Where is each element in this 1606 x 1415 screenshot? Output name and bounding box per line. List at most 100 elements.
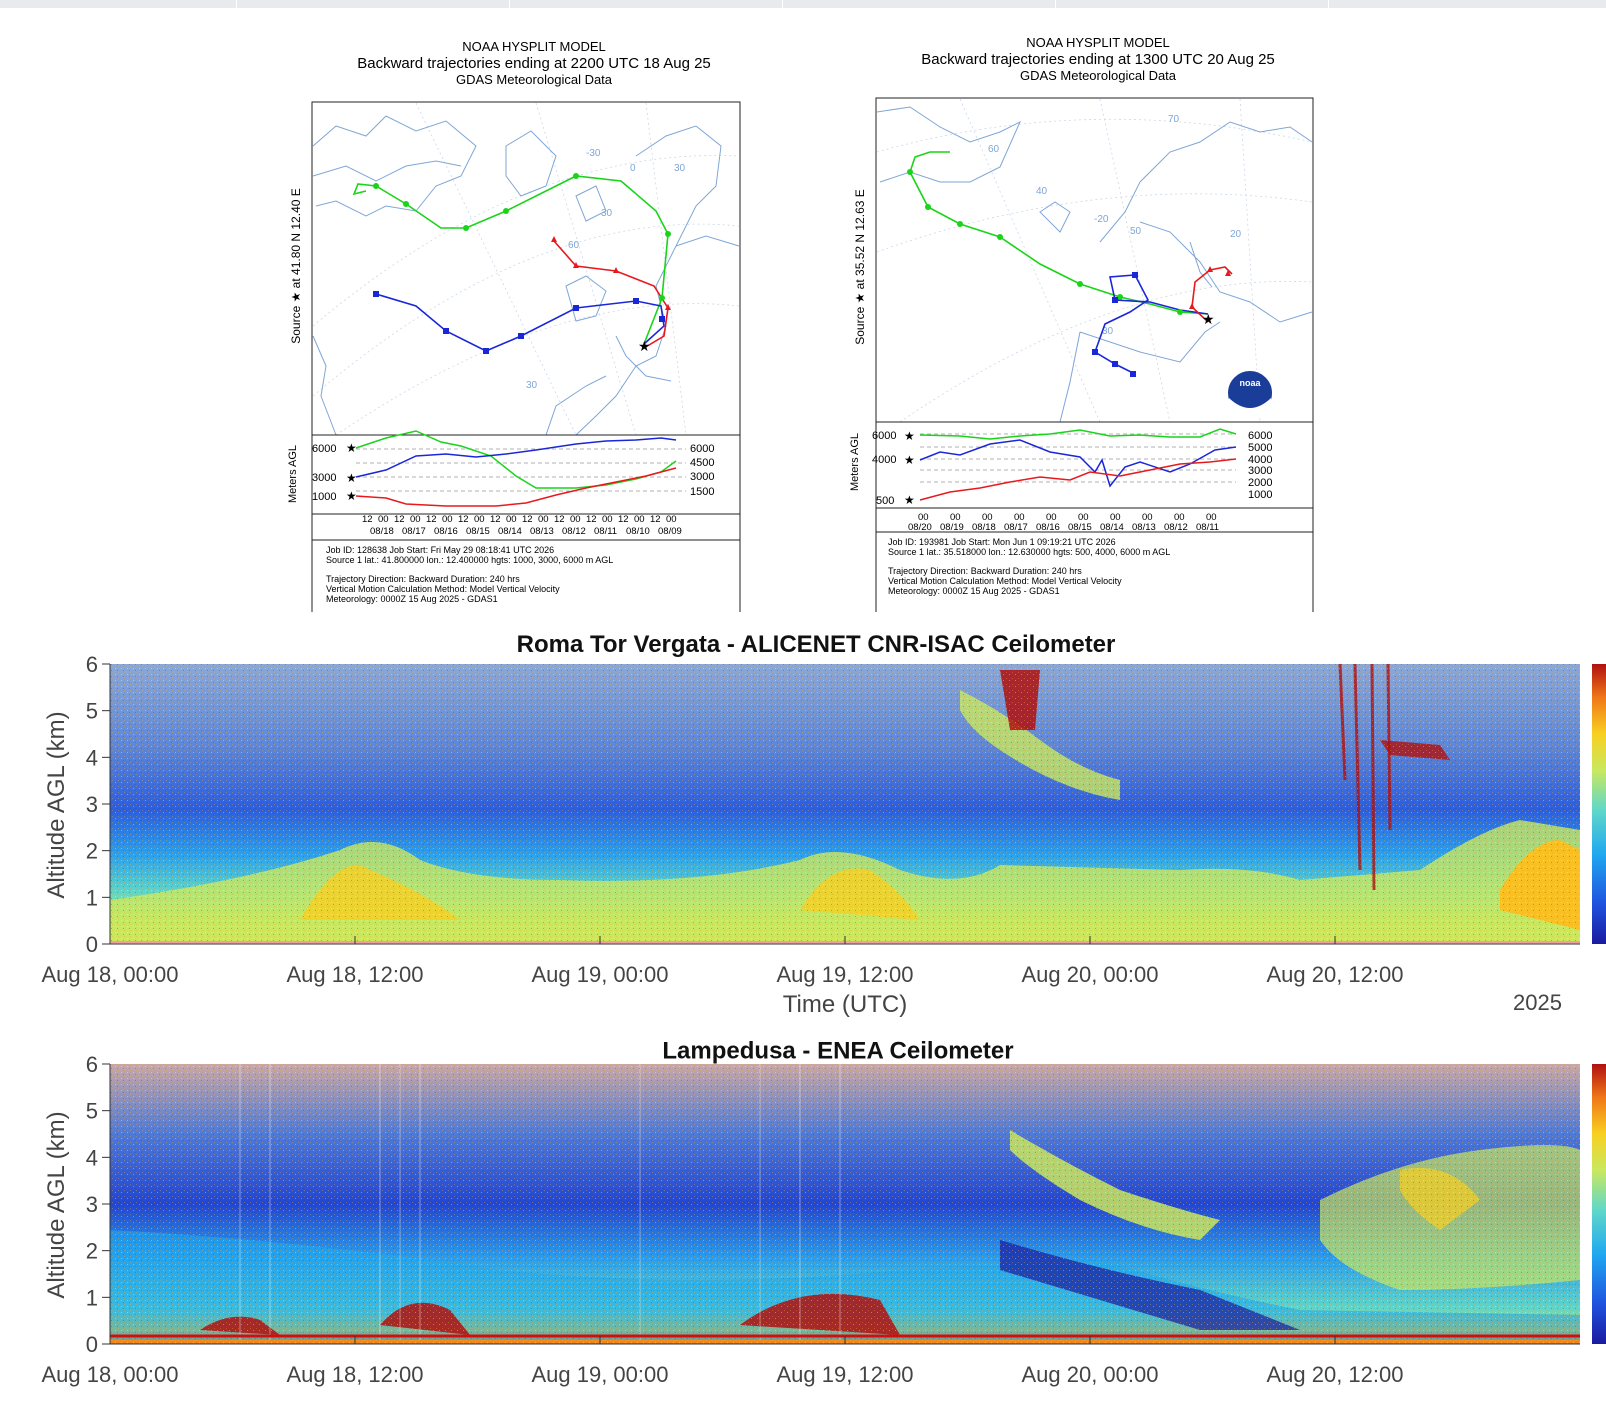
svg-text:08/19: 08/19 (940, 522, 964, 533)
svg-text:20: 20 (1230, 229, 1242, 240)
y-tick-label: 4 (86, 1145, 98, 1170)
svg-text:00: 00 (1110, 512, 1121, 523)
svg-text:30: 30 (1102, 326, 1114, 337)
svg-text:08/15: 08/15 (1068, 522, 1092, 533)
trajectory-6000m (352, 175, 669, 345)
svg-text:60: 60 (988, 144, 1000, 155)
svg-text:08/17: 08/17 (1004, 522, 1028, 533)
svg-text:12: 12 (362, 514, 373, 525)
tab-strip-segment[interactable] (237, 0, 510, 8)
svg-text:noaa: noaa (1239, 378, 1261, 388)
hysplit-side-label: Source ★ at 41.80 N 12.40 E (289, 188, 303, 344)
svg-text:00: 00 (982, 512, 993, 523)
x-tick-label: Aug 18, 12:00 (286, 1362, 423, 1387)
svg-text:30: 30 (526, 380, 538, 391)
hysplit-map: -30 0 30 30 60 30 ★ (312, 102, 740, 436)
svg-text:★: ★ (904, 453, 915, 467)
svg-text:00: 00 (378, 514, 389, 525)
svg-text:Vertical Motion Calculation Me: Vertical Motion Calculation Method: Mode… (326, 584, 560, 594)
svg-text:00: 00 (538, 514, 549, 525)
svg-text:-30: -30 (586, 148, 601, 159)
hysplit-title: Backward trajectories ending at 2200 UTC… (357, 55, 711, 72)
x-tick-label: Aug 19, 00:00 (531, 962, 668, 987)
tab-strip-segment[interactable] (1056, 0, 1329, 8)
y-tick-label: 3 (86, 792, 98, 817)
tab-strip-segment[interactable] (783, 0, 1056, 8)
svg-text:08/16: 08/16 (1036, 522, 1060, 533)
svg-text:4500: 4500 (690, 457, 714, 469)
svg-text:4000: 4000 (872, 454, 896, 466)
x-tick-label: Aug 18, 00:00 (41, 1362, 178, 1387)
trajectory-4000m (1094, 274, 1209, 375)
map-grid-labels: -30 0 30 30 60 30 (526, 148, 686, 391)
svg-text:12: 12 (650, 514, 661, 525)
x-tick-label: Aug 20, 00:00 (1021, 1362, 1158, 1387)
height-profile: Meters AGL 6000 3000 1000 6000 4500 3000… (287, 430, 714, 537)
svg-text:Source 1 lat.: 35.518000 lon.: Source 1 lat.: 35.518000 lon.: 12.630000… (888, 547, 1170, 557)
map-coastlines (312, 115, 740, 436)
y-tick-label: 2 (86, 1239, 98, 1264)
svg-text:40: 40 (1036, 186, 1048, 197)
svg-text:00: 00 (1174, 512, 1185, 523)
svg-text:08/18: 08/18 (370, 526, 394, 537)
hysplit-data-source: GDAS Meteorological Data (456, 72, 613, 87)
svg-text:00: 00 (1078, 512, 1089, 523)
y-tick-label: 2 (86, 839, 98, 864)
svg-text:Trajectory Direction: Backward: Trajectory Direction: Backward Duration:… (888, 566, 1082, 576)
svg-text:00: 00 (1046, 512, 1057, 523)
x-tick-label: Aug 19, 00:00 (531, 1362, 668, 1387)
height-axis-label: Meters AGL (849, 433, 861, 491)
map-grid-labels: 70 60 40 -20 50 30 20 (988, 114, 1242, 337)
svg-text:08/13: 08/13 (1132, 522, 1156, 533)
height-right-ticks: 6000 4500 3000 1500 (690, 443, 714, 498)
svg-text:08/12: 08/12 (562, 526, 586, 537)
svg-text:3000: 3000 (1248, 465, 1272, 477)
ceilometer-axes: 0 1 2 3 4 5 6 Aug 18, 00:00 Aug 18, 12:00 Aug 19,… (41, 652, 1580, 987)
hysplit-map: 70 60 40 -20 50 30 20 ★ noaa (876, 98, 1313, 423)
time-axis-dates: 08/20 08/19 08/18 08/17 08/16 08/15 08/14 08… (908, 522, 1219, 533)
svg-text:08/18: 08/18 (972, 522, 996, 533)
svg-text:00: 00 (410, 514, 421, 525)
svg-text:12: 12 (522, 514, 533, 525)
svg-text:12: 12 (458, 514, 469, 525)
svg-text:12: 12 (586, 514, 597, 525)
svg-text:Job ID: 128638: Job ID: 128638 Job Start: Fri May 29 08:… (326, 545, 554, 555)
y-tick-label: 5 (86, 1099, 98, 1124)
year-label: 2025 (1513, 990, 1562, 1015)
time-axis-hours: 12 00 12 00 12 00 12 00 12 00 12 00 12 00 12 00 … (362, 514, 677, 525)
y-tick-label: 4 (86, 745, 98, 770)
svg-text:00: 00 (1142, 512, 1153, 523)
svg-text:6000: 6000 (1248, 430, 1272, 442)
svg-text:5000: 5000 (1248, 442, 1272, 454)
height-right-ticks: 6000 5000 4000 3000 2000 1000 (1248, 430, 1272, 501)
trajectory-500m (1191, 266, 1233, 323)
tab-strip-segment[interactable] (1329, 0, 1606, 8)
svg-text:70: 70 (1168, 114, 1180, 125)
svg-text:00: 00 (570, 514, 581, 525)
svg-text:★: ★ (346, 489, 357, 503)
svg-text:08/17: 08/17 (402, 526, 426, 537)
y-tick-label: 3 (86, 1192, 98, 1217)
trajectory-6000m-markers (373, 173, 671, 301)
x-tick-label: Aug 19, 12:00 (776, 962, 913, 987)
svg-text:-20: -20 (1094, 214, 1109, 225)
heatmap-image (110, 1064, 1580, 1344)
y-axis-label: Altitude AGL (km) (43, 1111, 70, 1298)
svg-text:00: 00 (474, 514, 485, 525)
svg-text:08/11: 08/11 (1196, 522, 1219, 533)
svg-text:00: 00 (1206, 512, 1217, 523)
y-tick-label: 5 (86, 699, 98, 724)
tab-strip-segment[interactable] (510, 0, 783, 8)
x-tick-label: Aug 20, 00:00 (1021, 962, 1158, 987)
svg-text:60: 60 (568, 240, 580, 251)
svg-text:★: ★ (904, 429, 915, 443)
svg-text:★: ★ (904, 493, 915, 507)
svg-text:6000: 6000 (312, 443, 336, 455)
svg-text:★: ★ (346, 471, 357, 485)
svg-text:500: 500 (876, 495, 894, 507)
tab-strip-segment[interactable] (0, 0, 237, 8)
height-axis-label: Meters AGL (287, 445, 299, 503)
svg-text:08/14: 08/14 (498, 526, 522, 537)
svg-text:3000: 3000 (690, 471, 714, 483)
hysplit-panel-roma: NOAA HYSPLIT MODEL Backward trajectories… (276, 36, 756, 645)
